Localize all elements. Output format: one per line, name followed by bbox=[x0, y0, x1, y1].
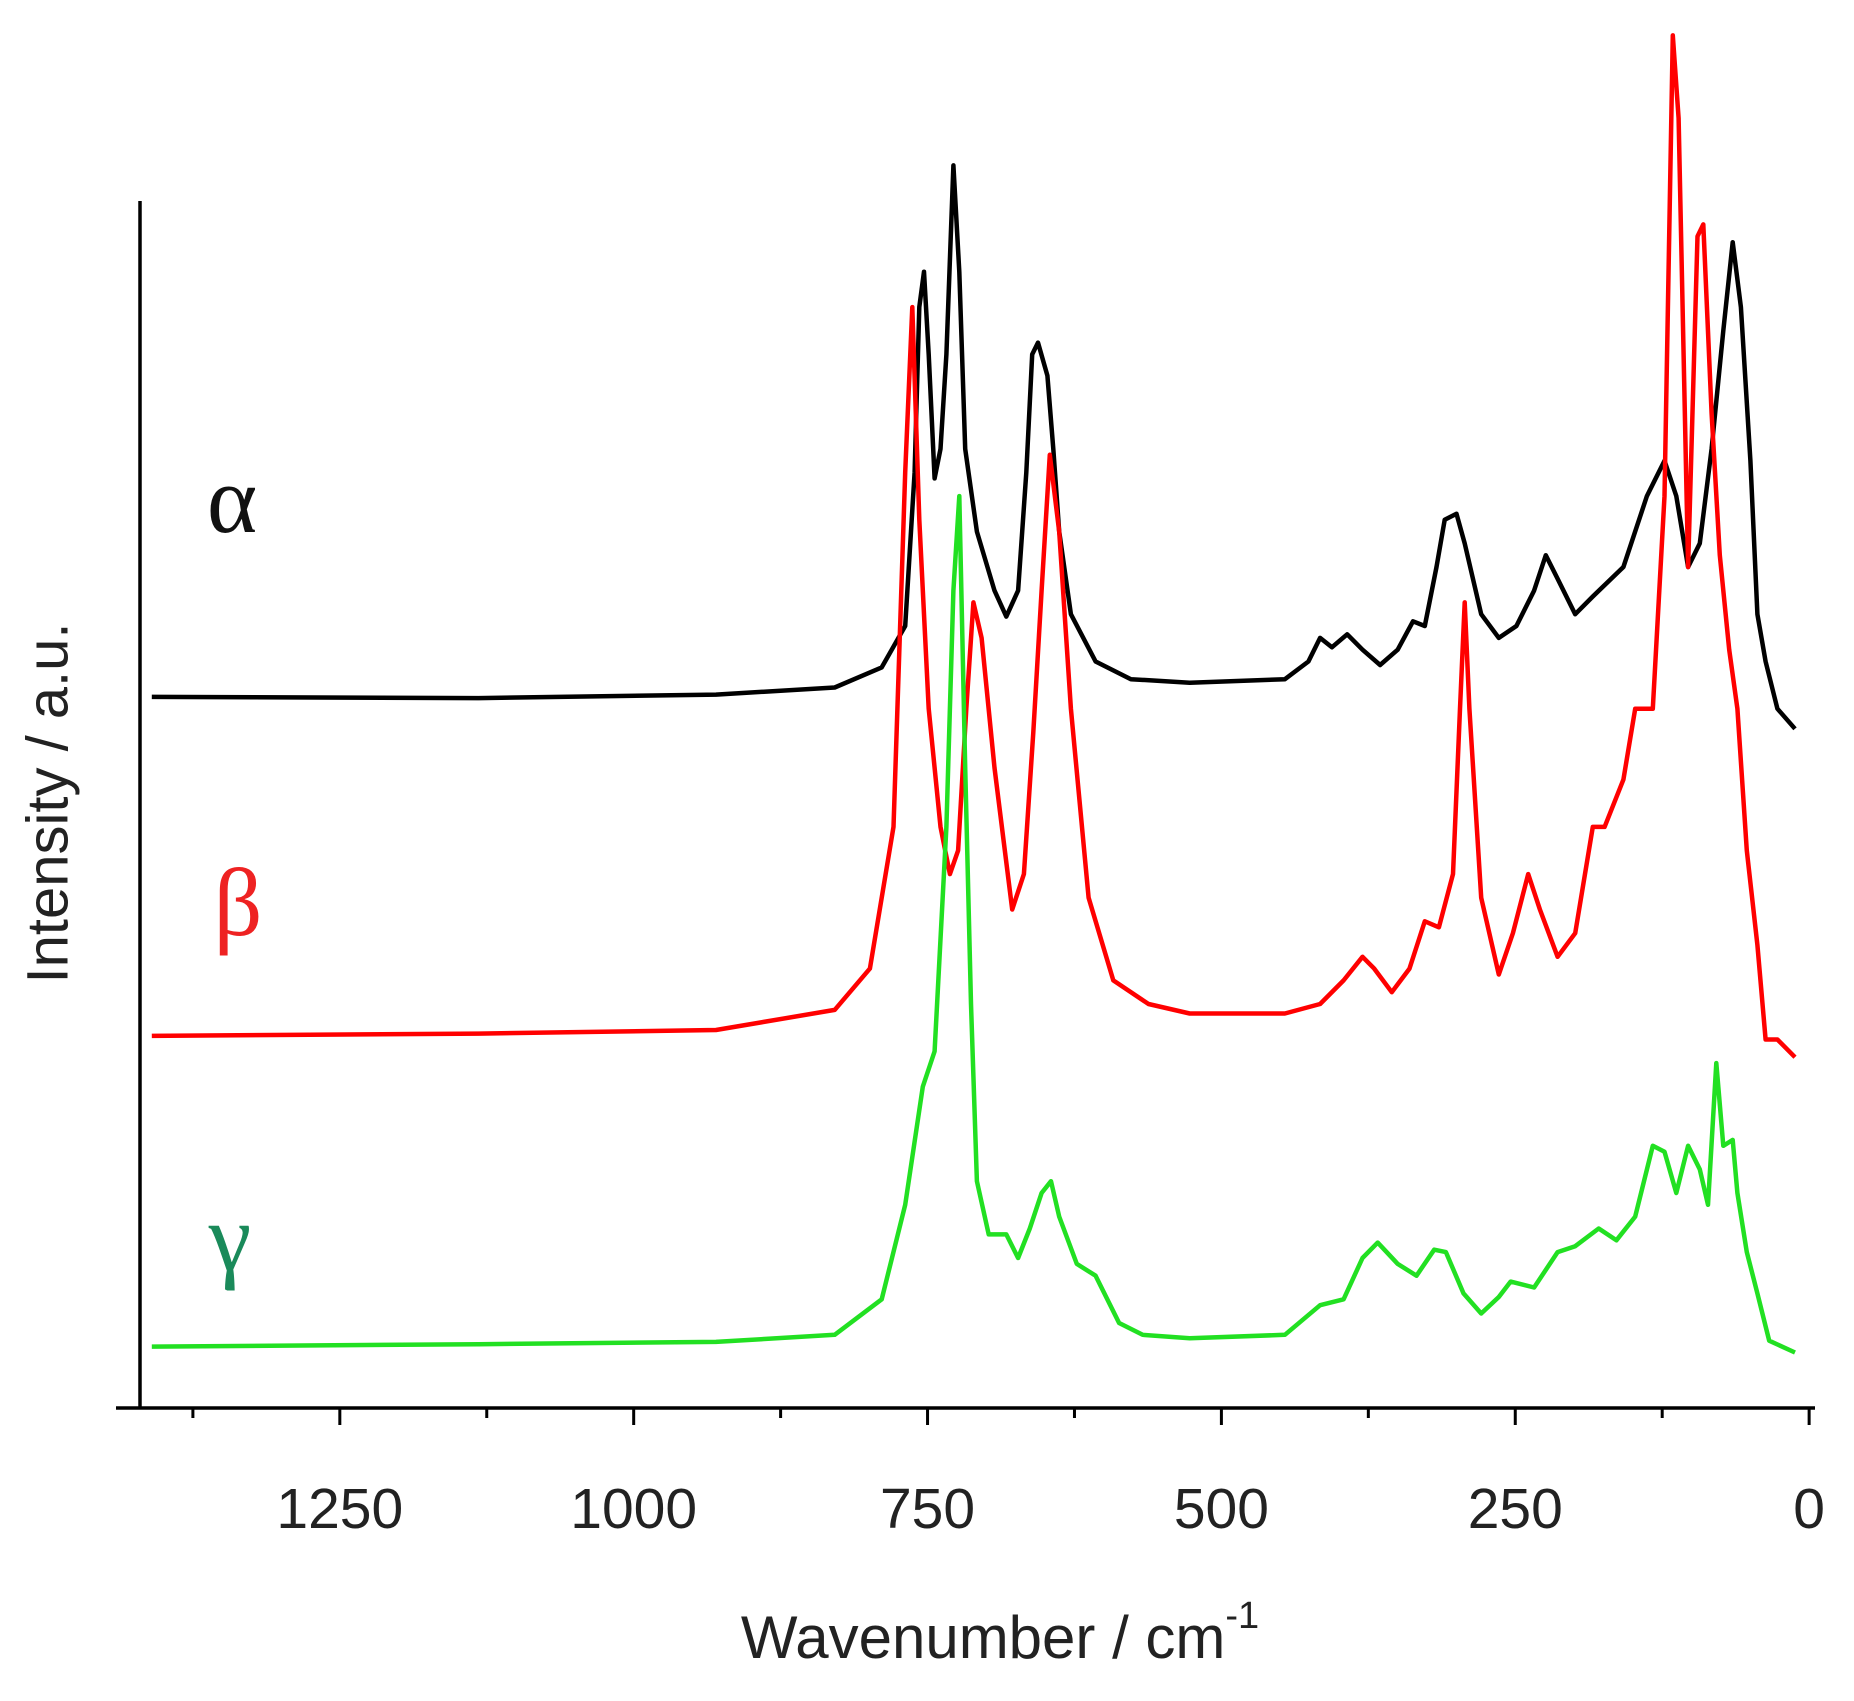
y-axis-label: Intensity / a.u. bbox=[15, 622, 80, 983]
x-tick-label: 1250 bbox=[276, 1477, 403, 1541]
series-label: γ bbox=[208, 1184, 251, 1291]
x-tick-label: 500 bbox=[1174, 1477, 1269, 1541]
x-tick-label: 1000 bbox=[570, 1477, 697, 1541]
x-axis-label: Wavenumber / cm-1 bbox=[741, 1595, 1259, 1671]
series-label: α bbox=[207, 446, 257, 553]
x-tick-label: 250 bbox=[1468, 1477, 1563, 1541]
x-axis-label-main: Wavenumber / cm bbox=[741, 1604, 1226, 1671]
series-line bbox=[151, 493, 1796, 1355]
x-tick-label: 750 bbox=[880, 1477, 975, 1541]
x-axis-label-sup: -1 bbox=[1225, 1595, 1259, 1637]
series-line bbox=[151, 163, 1797, 731]
series-line bbox=[151, 33, 1797, 1059]
x-tick-label: 0 bbox=[1793, 1477, 1825, 1541]
series-label: β bbox=[214, 849, 263, 956]
